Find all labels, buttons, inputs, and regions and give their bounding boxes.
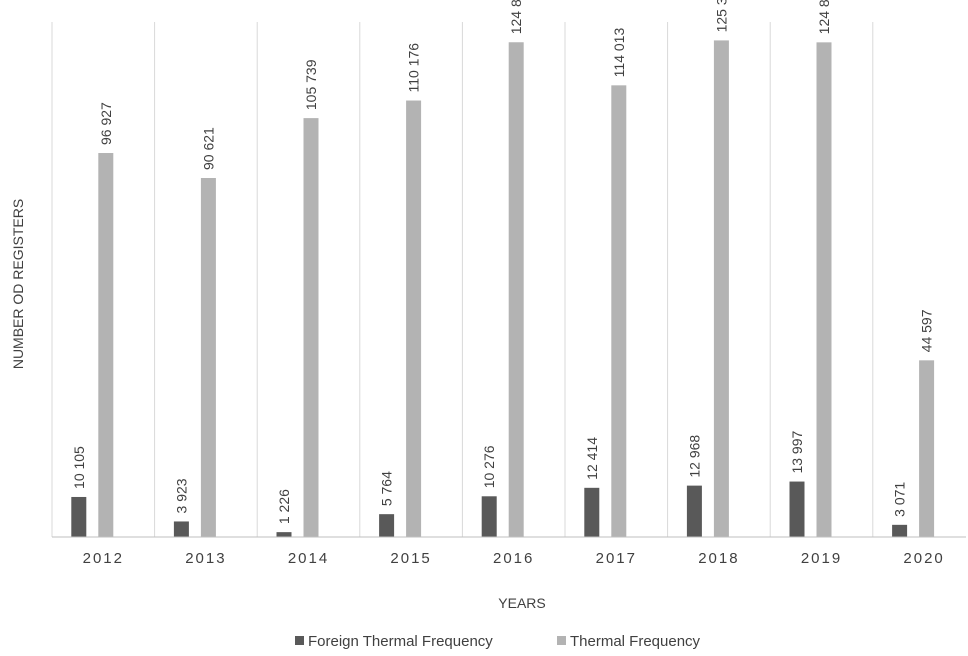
data-label-foreign-thermal-frequency-2013: 3 923 bbox=[173, 478, 189, 513]
data-label-thermal-frequency-2012: 96 927 bbox=[98, 102, 114, 145]
data-label-thermal-frequency-2018: 125 353 bbox=[713, 0, 729, 32]
bar-foreign-thermal-frequency-2017 bbox=[584, 487, 600, 537]
bar-thermal-frequency-2018 bbox=[713, 40, 729, 537]
bar-foreign-thermal-frequency-2013 bbox=[173, 521, 189, 537]
bar-thermal-frequency-2015 bbox=[406, 100, 422, 537]
x-axis-ticks: 2012 2013 2014 2015 2016 2017 2018 2019 2020 bbox=[83, 550, 944, 567]
x-tick-label-2016: 2016 bbox=[493, 550, 534, 567]
legend-label-thermal-frequency: Thermal Frequency bbox=[570, 633, 701, 650]
data-label-foreign-thermal-frequency-2019: 13 997 bbox=[789, 431, 805, 474]
x-tick-label-2020: 2020 bbox=[903, 550, 944, 567]
y-axis-title: NUMBER OD REGISTERS bbox=[10, 199, 26, 369]
legend-item-foreign-thermal-frequency[interactable]: Foreign Thermal Frequency bbox=[295, 633, 493, 650]
bar-thermal-frequency-2019 bbox=[816, 42, 832, 537]
data-label-thermal-frequency-2017: 114 013 bbox=[611, 28, 627, 78]
bars bbox=[71, 40, 935, 538]
legend-swatch-thermal-frequency bbox=[557, 636, 566, 645]
data-label-foreign-thermal-frequency-2016: 10 276 bbox=[481, 445, 497, 488]
data-label-thermal-frequency-2020: 44 597 bbox=[919, 309, 935, 352]
data-label-foreign-thermal-frequency-2017: 12 414 bbox=[584, 437, 600, 480]
legend-label-foreign-thermal-frequency: Foreign Thermal Frequency bbox=[308, 633, 493, 650]
x-tick-label-2015: 2015 bbox=[390, 550, 431, 567]
bar-foreign-thermal-frequency-2015 bbox=[379, 514, 395, 537]
bar-foreign-thermal-frequency-2014 bbox=[276, 532, 292, 537]
x-tick-label-2014: 2014 bbox=[288, 550, 329, 567]
bar-foreign-thermal-frequency-2012 bbox=[71, 496, 87, 537]
legend: Foreign Thermal Frequency Thermal Freque… bbox=[295, 633, 701, 650]
data-label-thermal-frequency-2016: 124 887 bbox=[508, 0, 524, 34]
gridlines bbox=[51, 22, 874, 537]
bar-thermal-frequency-2016 bbox=[508, 42, 524, 538]
data-label-thermal-frequency-2014: 105 739 bbox=[303, 59, 319, 110]
data-label-foreign-thermal-frequency-2015: 5 764 bbox=[379, 471, 395, 506]
bar-foreign-thermal-frequency-2020 bbox=[892, 524, 908, 537]
x-tick-label-2017: 2017 bbox=[596, 550, 637, 567]
bar-foreign-thermal-frequency-2016 bbox=[481, 496, 497, 537]
x-tick-label-2019: 2019 bbox=[801, 550, 842, 567]
x-tick-label-2013: 2013 bbox=[185, 550, 226, 567]
legend-item-thermal-frequency[interactable]: Thermal Frequency bbox=[557, 633, 701, 650]
data-label-thermal-frequency-2013: 90 621 bbox=[200, 127, 216, 170]
data-label-foreign-thermal-frequency-2018: 12 968 bbox=[686, 435, 702, 478]
data-label-thermal-frequency-2015: 110 176 bbox=[406, 43, 422, 93]
x-axis-title: YEARS bbox=[498, 595, 545, 611]
data-label-foreign-thermal-frequency-2020: 3 071 bbox=[892, 482, 908, 517]
bar-thermal-frequency-2012 bbox=[98, 153, 114, 537]
legend-swatch-foreign-thermal-frequency bbox=[295, 636, 304, 645]
bar-thermal-frequency-2020 bbox=[919, 360, 935, 537]
bar-thermal-frequency-2017 bbox=[611, 85, 627, 537]
data-label-foreign-thermal-frequency-2012: 10 105 bbox=[71, 446, 87, 489]
bar-thermal-frequency-2013 bbox=[200, 178, 216, 538]
data-label-thermal-frequency-2019: 124 864 bbox=[816, 0, 832, 34]
x-tick-label-2012: 2012 bbox=[83, 550, 124, 567]
bar-thermal-frequency-2014 bbox=[303, 118, 319, 537]
bar-foreign-thermal-frequency-2019 bbox=[789, 481, 805, 537]
data-labels: 10 105 96 927 3 923 90 621 1 226 105 739 5 764… bbox=[71, 0, 935, 524]
x-tick-label-2018: 2018 bbox=[698, 550, 739, 567]
bar-foreign-thermal-frequency-2018 bbox=[686, 485, 702, 537]
data-label-foreign-thermal-frequency-2014: 1 226 bbox=[276, 489, 292, 524]
